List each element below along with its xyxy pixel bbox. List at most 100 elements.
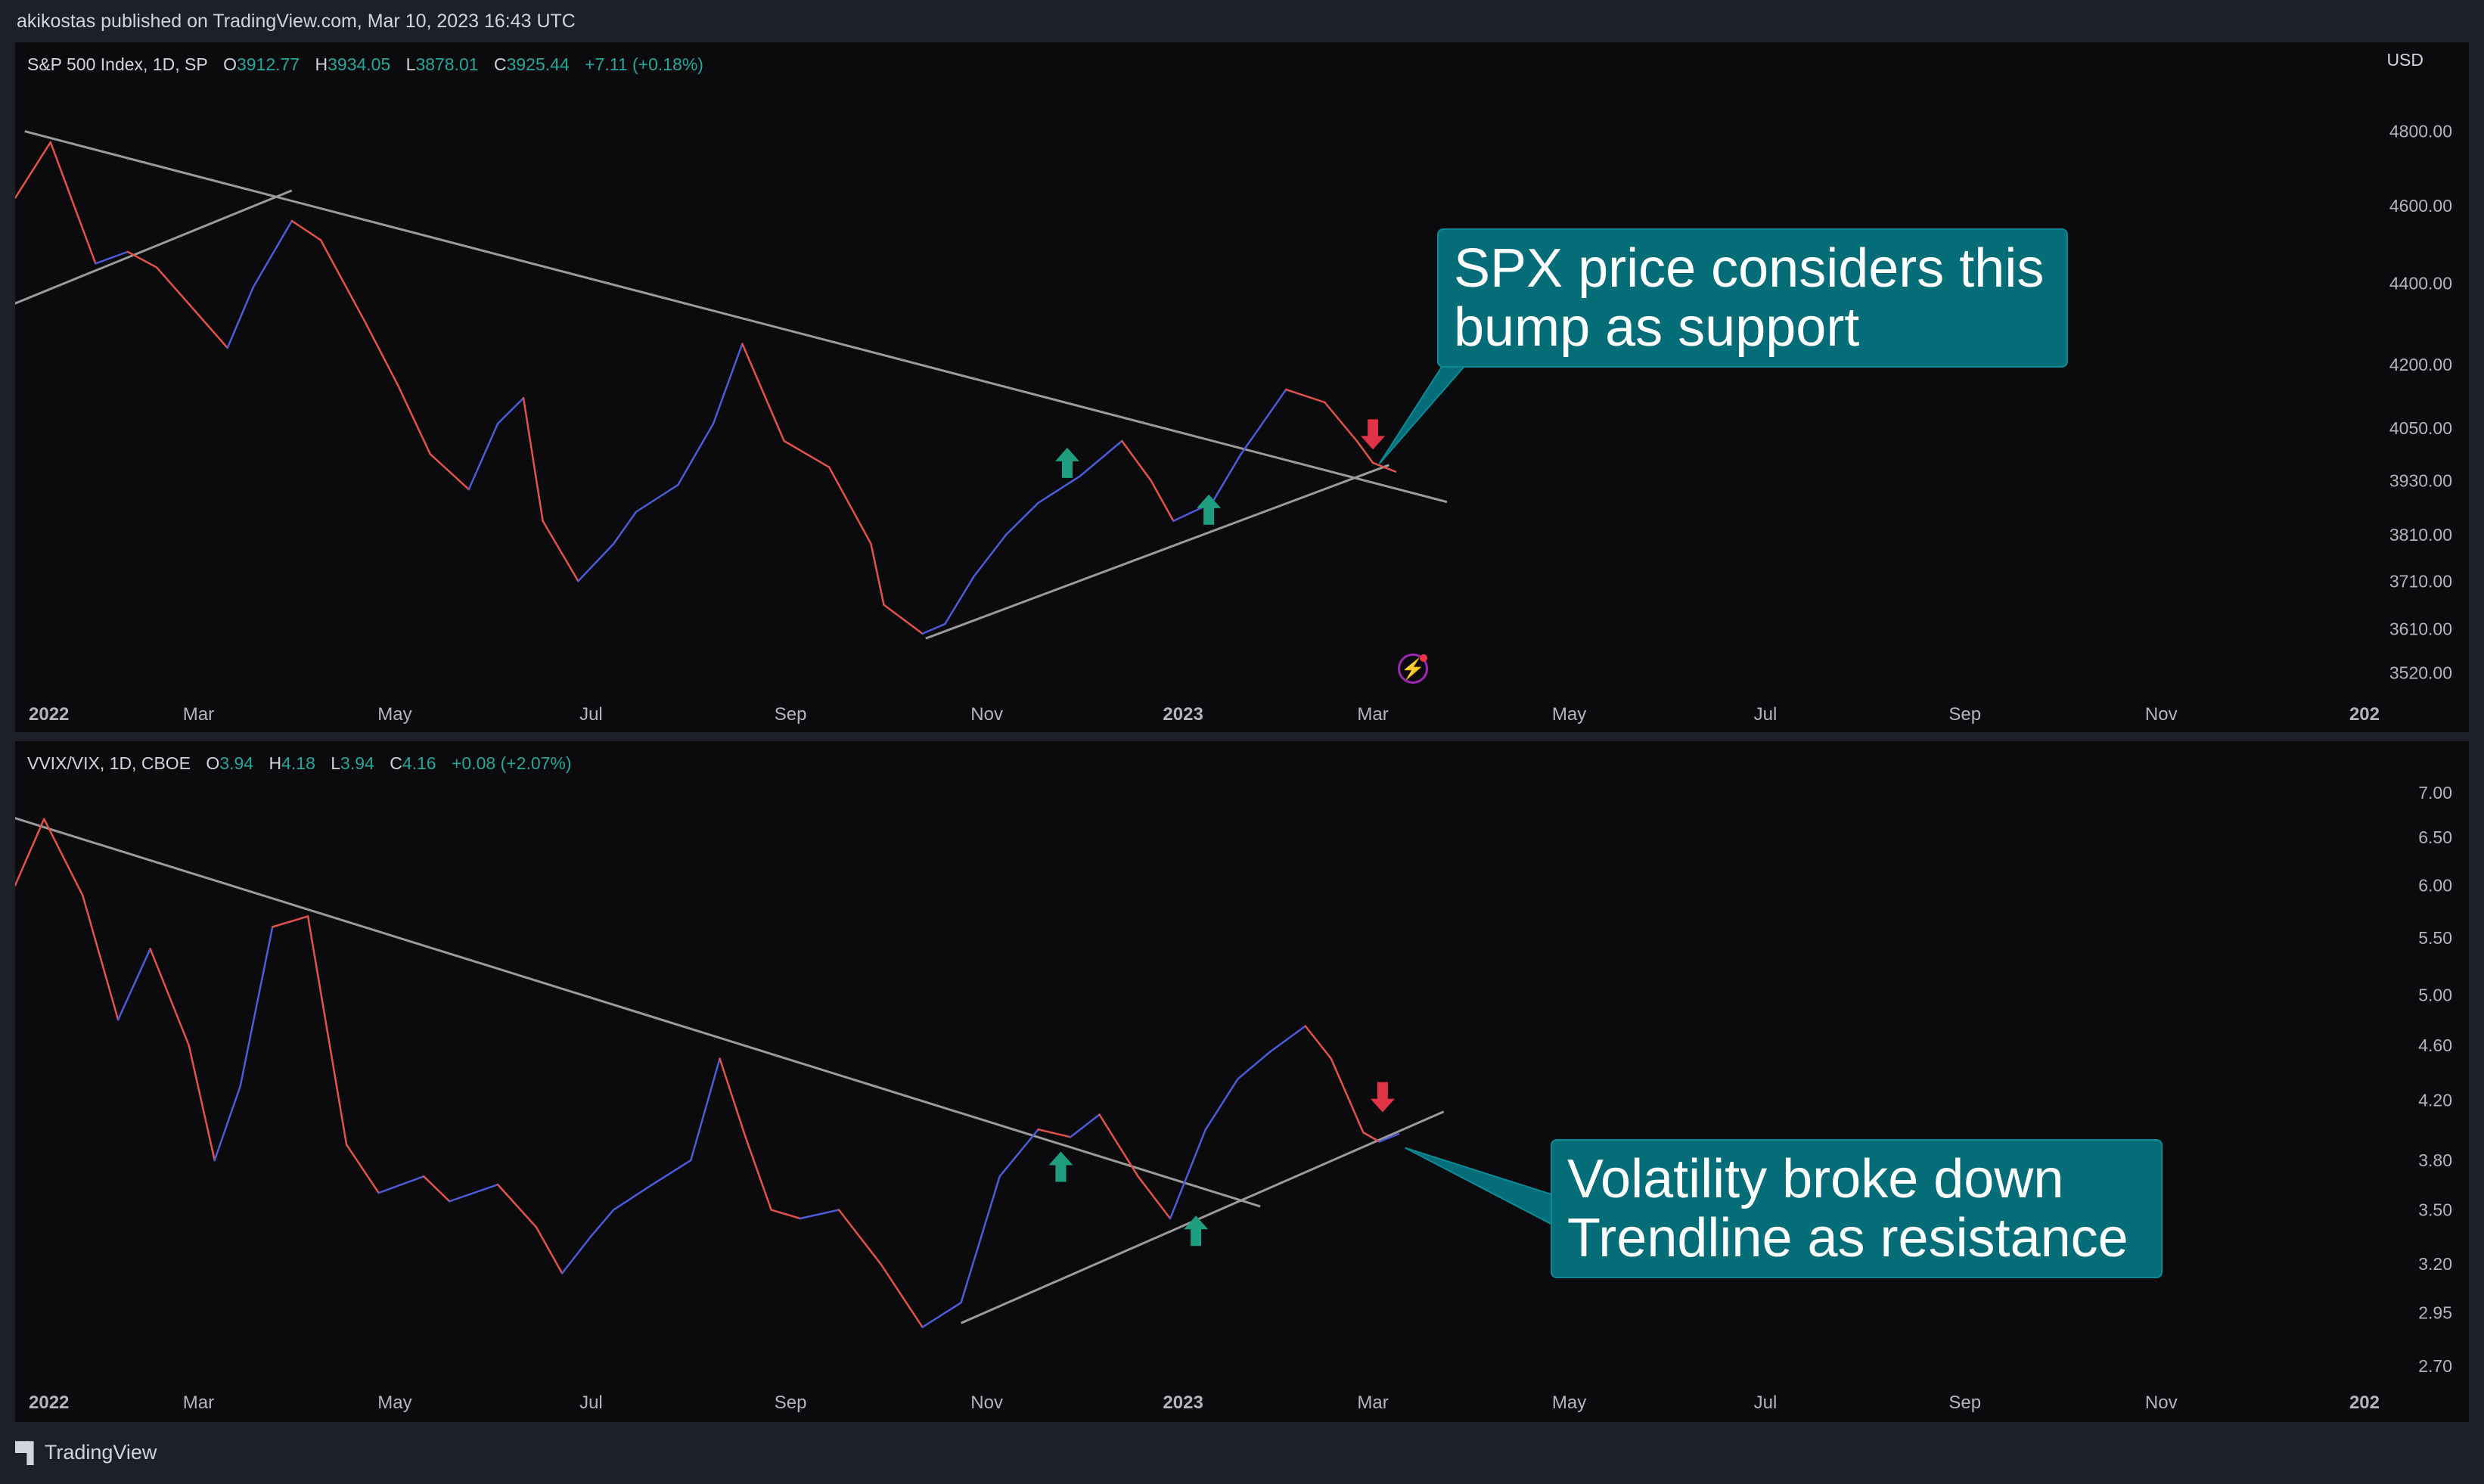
spx-y-tick-label: 4800.00 xyxy=(2389,122,2452,141)
vvix-series-segment xyxy=(1304,1025,1333,1060)
vvix-series-segment xyxy=(272,915,309,928)
spx-arrow-up-icon xyxy=(1054,447,1079,478)
vvix-series-segment xyxy=(921,1301,962,1328)
spx-x-tick-label: Nov xyxy=(2145,704,2178,725)
spx-chart-svg[interactable]: 4800.00 4600.00 4400.00 4200.00 4050.00 3930.… xyxy=(15,42,2469,732)
vvix-chart-pane[interactable]: 7.00 6.50 6.00 5.50 5.00 4.60 4.20 3.80 3.50 3.20… xyxy=(15,741,2469,1422)
vvix-annotation-callout[interactable]: Volatility broke down Trendline as resis… xyxy=(1551,1139,2163,1278)
vvix-change: +0.08 (+2.07%) xyxy=(451,753,572,773)
vvix-y-tick-label: 2.95 xyxy=(2418,1303,2452,1323)
vvix-series-segment xyxy=(690,1057,721,1162)
spx-y-tick-label: 3930.00 xyxy=(2389,470,2452,490)
vvix-arrow-up-icon xyxy=(1048,1151,1073,1182)
spx-series-segment xyxy=(194,310,228,349)
vvix-y-tick-label: 6.50 xyxy=(2418,827,2452,847)
spx-annotation-callout[interactable]: SPX price considers this bump as support xyxy=(1437,228,2068,368)
spx-series-segment xyxy=(496,397,525,425)
vvix-x-tick-label: May xyxy=(1552,1392,1586,1413)
spx-y-tick-label: 4600.00 xyxy=(2389,196,2452,216)
spx-x-tick-label: Sep xyxy=(775,704,807,725)
spx-series-segment xyxy=(49,141,97,265)
vvix-series-segment xyxy=(1137,1175,1172,1220)
publisher-header: akikostas published on TradingView.com, … xyxy=(17,11,576,32)
spx-y-tick-label: 3810.00 xyxy=(2389,525,2452,545)
spx-series-segment xyxy=(126,250,158,269)
lightning-icon[interactable]: ⚡ xyxy=(1398,654,1428,684)
vvix-series-segment xyxy=(1169,1129,1207,1220)
spx-chart-pane[interactable]: 4800.00 4600.00 4400.00 4200.00 4050.00 3930.… xyxy=(15,42,2469,732)
spx-x-tick-label: Sep xyxy=(1948,704,1981,725)
spx-low-label: L xyxy=(405,54,416,74)
vvix-series-segment xyxy=(239,926,274,1087)
vvix-series-segment xyxy=(770,1209,802,1220)
spx-series-segment xyxy=(577,542,615,582)
tradingview-logo-icon: ▀▌ xyxy=(15,1441,41,1464)
currency-label[interactable]: USD xyxy=(2386,50,2423,70)
vvix-low-label: L xyxy=(331,753,341,773)
vvix-series-segment xyxy=(744,1136,772,1211)
vvix-low: 3.94 xyxy=(340,753,374,773)
spx-series-segment xyxy=(677,422,715,486)
vvix-series-segment xyxy=(1037,1129,1072,1138)
vvix-chart-svg[interactable]: 7.00 6.50 6.00 5.50 5.00 4.60 4.20 3.80 3.50 3.20… xyxy=(15,741,2469,1422)
spx-trendline xyxy=(24,130,1448,504)
vvix-open: 3.94 xyxy=(219,753,254,773)
vvix-trendline xyxy=(960,1110,1445,1324)
spx-y-tick-label: 3520.00 xyxy=(2389,663,2452,683)
spx-series-segment xyxy=(1355,439,1374,464)
spx-y-tick-label: 4050.00 xyxy=(2389,418,2452,438)
spx-x-tick-label: Mar xyxy=(183,704,214,725)
vvix-series-segment xyxy=(149,948,190,1047)
spx-series-segment xyxy=(290,219,322,241)
spx-trendline xyxy=(15,189,293,305)
spx-arrow-up-icon xyxy=(1197,494,1222,525)
vvix-series-segment xyxy=(345,1144,380,1194)
spx-series-segment xyxy=(635,483,679,514)
vvix-x-tick-label: May xyxy=(377,1392,411,1413)
vvix-series-segment xyxy=(590,1209,615,1237)
spx-x-tick-label: 202 xyxy=(2349,704,2380,725)
spx-series-segment xyxy=(15,141,52,200)
spx-x-tick-label: May xyxy=(1552,704,1586,725)
spx-series-segment xyxy=(741,343,785,442)
spx-series-segment xyxy=(1284,388,1326,404)
vvix-symbol[interactable]: VVIX/VIX, 1D, CBOE xyxy=(27,753,191,773)
spx-x-tick-label: 2023 xyxy=(1163,704,1203,725)
vvix-series-segment xyxy=(306,915,348,1146)
vvix-high: 4.18 xyxy=(281,753,315,773)
spx-series-segment xyxy=(827,466,872,545)
spx-series-segment xyxy=(883,604,924,635)
spx-series-segment xyxy=(396,384,431,455)
spx-series-segment xyxy=(252,219,293,288)
vvix-series-segment xyxy=(43,818,84,897)
spx-symbol[interactable]: S&P 500 Index, 1D, SP xyxy=(27,54,208,74)
spx-series-segment xyxy=(522,397,544,522)
footer-brand[interactable]: ▀▌ TradingView xyxy=(15,1441,157,1464)
spx-x-tick-label: Mar xyxy=(1357,704,1388,725)
spx-series-segment xyxy=(1240,388,1287,455)
vvix-legend: VVIX/VIX, 1D, CBOE O3.94 H4.18 L3.94 C4.… xyxy=(27,753,572,774)
vvix-series-segment xyxy=(1204,1078,1239,1131)
spx-x-tick-label: Jul xyxy=(579,704,603,725)
spx-series-segment xyxy=(1150,480,1175,522)
spx-y-tick-label: 3610.00 xyxy=(2389,619,2452,638)
vvix-callout-pointer xyxy=(1405,1147,1554,1227)
vvix-series-segment xyxy=(1378,1133,1400,1143)
spx-series-segment xyxy=(95,250,129,265)
spx-series-segment xyxy=(1037,475,1082,504)
vvix-series-segment xyxy=(560,1235,592,1274)
vvix-y-tick-label: 5.00 xyxy=(2418,986,2452,1005)
spx-open: 3912.77 xyxy=(236,54,300,74)
vvix-series-segment xyxy=(1237,1051,1271,1080)
spx-series-segment xyxy=(612,511,638,545)
spx-trendline xyxy=(925,464,1389,640)
vvix-series-segment xyxy=(960,1175,1001,1304)
spx-series-segment xyxy=(712,343,744,425)
vvix-x-tick-label: 2022 xyxy=(29,1392,69,1413)
vvix-x-tick-label: Sep xyxy=(1948,1392,1981,1413)
spx-series-segment xyxy=(365,322,399,387)
spx-series-segment xyxy=(226,286,255,349)
spx-series-segment xyxy=(155,266,197,312)
spx-y-tick-label: 4400.00 xyxy=(2389,273,2452,293)
vvix-high-label: H xyxy=(269,753,282,773)
